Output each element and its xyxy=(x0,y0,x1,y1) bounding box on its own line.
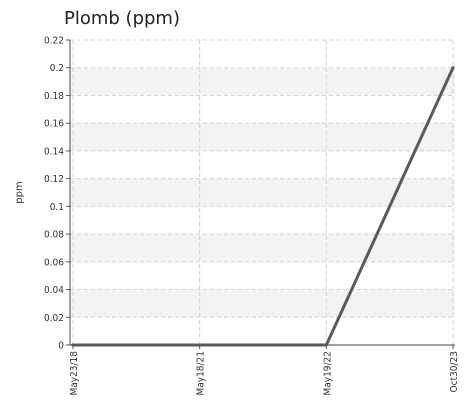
data-point xyxy=(324,343,328,347)
y-tick-label: 0.12 xyxy=(44,174,64,185)
data-point xyxy=(71,343,75,347)
grid-band xyxy=(70,67,455,96)
data-point xyxy=(198,343,202,347)
x-tick-label: Oct30/23 xyxy=(449,351,460,392)
y-axis-label: ppm xyxy=(14,181,25,203)
y-tick-label: 0.2 xyxy=(50,63,64,74)
x-tick-label: May23/18 xyxy=(69,351,80,396)
y-tick-label: 0.16 xyxy=(44,119,64,130)
grid-band xyxy=(70,289,455,318)
y-tick-label: 0.14 xyxy=(44,146,64,157)
x-tick-label: May18/21 xyxy=(196,351,207,396)
y-tick-label: 0.22 xyxy=(44,36,64,47)
y-tick-label: 0.08 xyxy=(44,230,64,241)
grid-band xyxy=(70,123,455,151)
y-tick-label: 0.06 xyxy=(44,257,64,268)
y-tick-label: 0.02 xyxy=(44,313,64,324)
chart-title: Plomb (ppm) xyxy=(64,8,180,29)
y-tick-label: 0.04 xyxy=(44,285,64,296)
x-tick-label: May19/22 xyxy=(322,351,333,396)
series-line xyxy=(71,66,455,347)
y-tick-label: 0 xyxy=(58,341,64,352)
y-tick-label: 0.1 xyxy=(50,202,64,213)
y-tick-label: 0.18 xyxy=(44,91,64,102)
grid-band xyxy=(70,234,455,262)
data-point xyxy=(451,66,455,70)
